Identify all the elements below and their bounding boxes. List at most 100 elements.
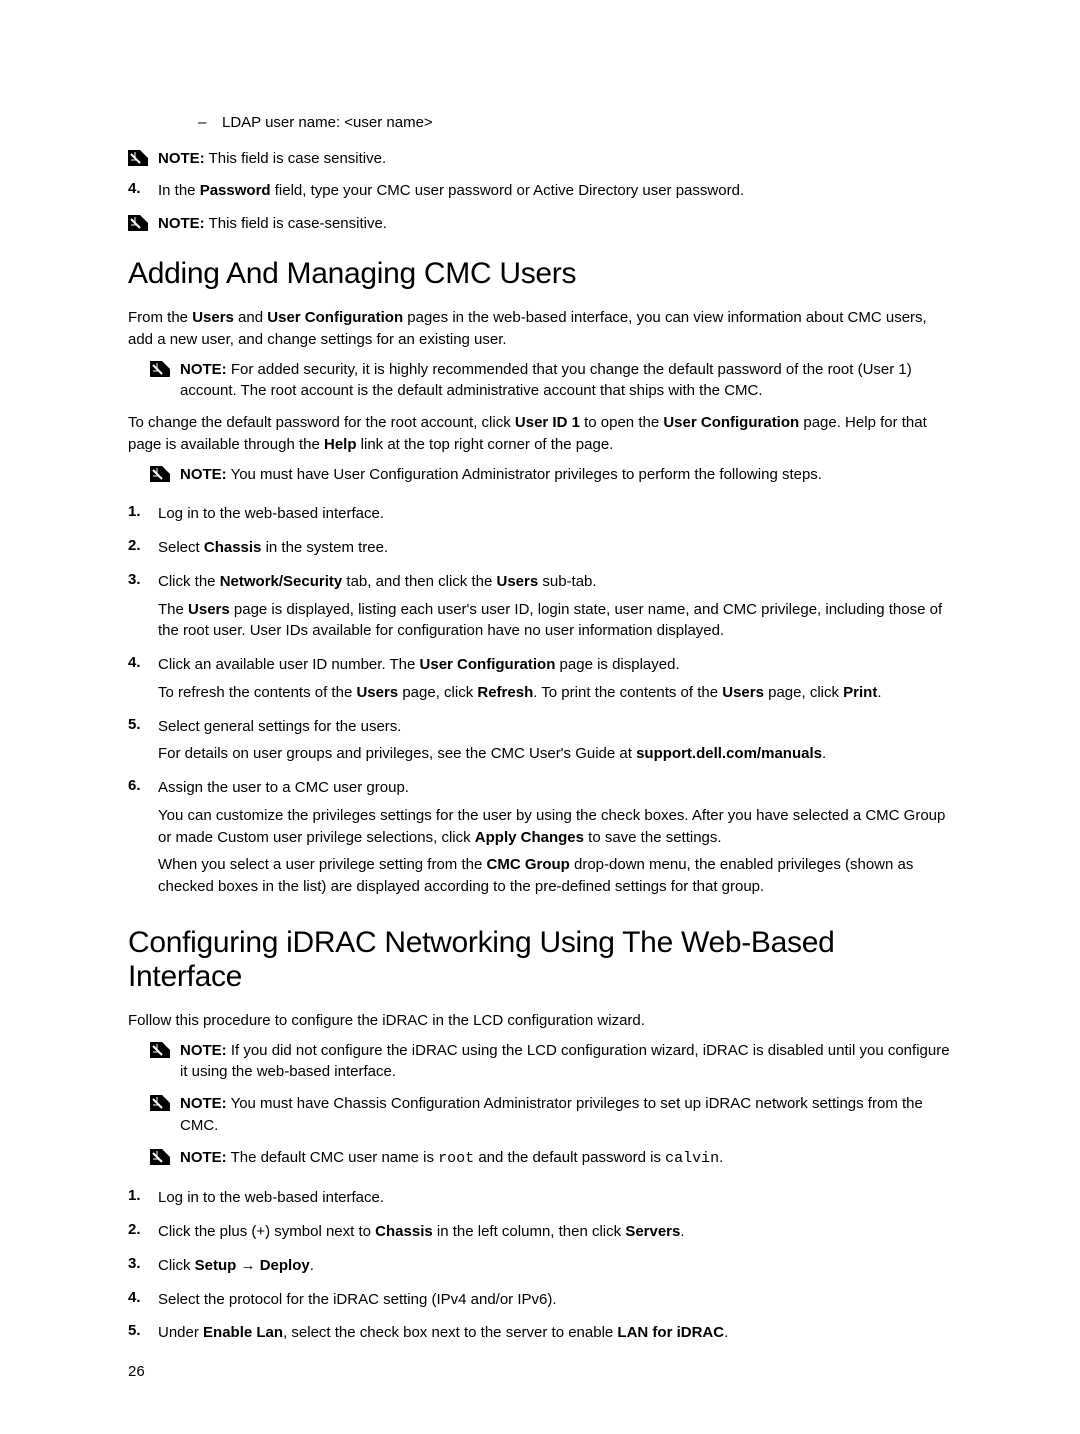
t: The default CMC user name is <box>227 1149 438 1166</box>
list-item: 2.Select Chassis in the system tree. <box>128 537 952 565</box>
step-number: 3. <box>128 1255 158 1272</box>
t: . <box>310 1257 314 1274</box>
step-number: 1. <box>128 503 158 520</box>
t: page is displayed, listing each user's u… <box>158 601 942 640</box>
t: User ID 1 <box>515 414 580 431</box>
note-label: NOTE: <box>180 466 227 483</box>
t: . To print the contents of the <box>533 684 722 701</box>
step-body: Click the plus (+) symbol next to Chassi… <box>158 1221 685 1249</box>
t: Assign the user to a CMC user group. <box>158 779 409 796</box>
t: Setup <box>195 1257 241 1274</box>
step-body: Assign the user to a CMC user group.You … <box>158 777 952 904</box>
t: . <box>877 684 881 701</box>
t: User Configuration <box>663 414 799 431</box>
note-body: For added security, it is highly recomme… <box>180 361 912 400</box>
t: page, click <box>398 684 477 701</box>
note-label: NOTE: <box>158 150 205 167</box>
t: Apply Changes <box>475 829 584 846</box>
t: → <box>241 1257 260 1274</box>
list-item: 3.Click the Network/Security tab, and th… <box>128 571 952 648</box>
step-body: In the Password field, type your CMC use… <box>158 180 744 208</box>
step-body: Click the Network/Security tab, and then… <box>158 571 952 648</box>
t: Refresh <box>477 684 533 701</box>
step-number: 5. <box>128 1322 158 1339</box>
t: to save the settings. <box>584 829 722 846</box>
t: User Configuration <box>267 309 403 326</box>
t: Click the <box>158 573 220 590</box>
list-item: 5.Select general settings for the users.… <box>128 716 952 772</box>
step-number: 4. <box>128 180 158 197</box>
t: Users <box>192 309 234 326</box>
note-idrac-disabled: NOTE: If you did not configure the iDRAC… <box>150 1040 952 1084</box>
note-label: NOTE: <box>180 1095 227 1112</box>
note-icon <box>150 1042 170 1058</box>
note-text: NOTE: This field is case sensitive. <box>158 148 386 170</box>
section1-steps: 1.Log in to the web-based interface.2.Se… <box>128 503 952 904</box>
t: Password <box>200 182 271 199</box>
note-text: NOTE: For added security, it is highly r… <box>180 359 952 403</box>
t: CMC Group <box>487 856 570 873</box>
t: Log in to the web-based interface. <box>158 1189 384 1206</box>
t: Chassis <box>204 539 262 556</box>
t: Users <box>497 573 539 590</box>
t: To refresh the contents of the <box>158 684 356 701</box>
t: page, click <box>764 684 843 701</box>
note-body: If you did not configure the iDRAC using… <box>180 1042 950 1081</box>
sub-bullet-ldap: –LDAP user name: <user name> <box>198 112 952 134</box>
t: Deploy <box>260 1257 310 1274</box>
heading-adding-managing-cmc-users: Adding And Managing CMC Users <box>128 257 952 291</box>
t: For details on user groups and privilege… <box>158 745 636 762</box>
t: . <box>680 1223 684 1240</box>
t: Servers <box>625 1223 680 1240</box>
t: to open the <box>580 414 663 431</box>
step-body: Under Enable Lan, select the check box n… <box>158 1322 728 1350</box>
note-icon <box>150 1095 170 1111</box>
t: Chassis <box>375 1223 433 1240</box>
note-icon <box>128 150 148 166</box>
note-case-sensitive-1: NOTE: This field is case sensitive. <box>128 148 952 170</box>
note-body: You must have User Configuration Adminis… <box>227 466 822 483</box>
list-item: 6.Assign the user to a CMC user group.Yo… <box>128 777 952 904</box>
list-item: 4.Click an available user ID number. The… <box>128 654 952 710</box>
note-text: NOTE: You must have Chassis Configuratio… <box>180 1093 952 1137</box>
t: page is displayed. <box>555 656 679 673</box>
mono-calvin: calvin <box>665 1150 719 1167</box>
note-icon <box>128 215 148 231</box>
note-body: This field is case-sensitive. <box>205 215 387 232</box>
step-number: 5. <box>128 716 158 733</box>
step-body: Log in to the web-based interface. <box>158 503 384 531</box>
note-icon <box>150 361 170 377</box>
note-default-credentials: NOTE: The default CMC user name is root … <box>150 1147 952 1170</box>
list-item: 1.Log in to the web-based interface. <box>128 1187 952 1215</box>
t: and the default password is <box>474 1149 665 1166</box>
step-body: Select general settings for the users. Fo… <box>158 716 826 772</box>
t: The <box>158 601 188 618</box>
note-text: NOTE: If you did not configure the iDRAC… <box>180 1040 952 1084</box>
t: , select the check box next to the serve… <box>283 1324 617 1341</box>
list-item: 2.Click the plus (+) symbol next to Chas… <box>128 1221 952 1249</box>
t: From the <box>128 309 192 326</box>
note-label: NOTE: <box>180 361 227 378</box>
t: Users <box>356 684 398 701</box>
t: Print <box>843 684 877 701</box>
t: When you select a user privilege setting… <box>158 856 487 873</box>
note-text: NOTE: You must have User Configuration A… <box>180 464 822 486</box>
step-number: 1. <box>128 1187 158 1204</box>
t: link at the top right corner of the page… <box>357 436 614 453</box>
t: User Configuration <box>420 656 556 673</box>
list-item: 5.Under Enable Lan, select the check box… <box>128 1322 952 1350</box>
step-number: 2. <box>128 537 158 554</box>
step-body: Select Chassis in the system tree. <box>158 537 388 565</box>
step-number: 4. <box>128 1289 158 1306</box>
t: Select general settings for the users. <box>158 718 401 735</box>
note-text: NOTE: This field is case-sensitive. <box>158 213 387 235</box>
note-body: This field is case sensitive. <box>205 150 386 167</box>
t: Under <box>158 1324 203 1341</box>
t: Select <box>158 539 204 556</box>
t: Users <box>188 601 230 618</box>
t: Log in to the web-based interface. <box>158 505 384 522</box>
t: LAN for iDRAC <box>617 1324 724 1341</box>
t: Click the plus (+) symbol next to <box>158 1223 375 1240</box>
t: and <box>234 309 267 326</box>
sub-bullet-text: LDAP user name: <user name> <box>222 114 433 131</box>
